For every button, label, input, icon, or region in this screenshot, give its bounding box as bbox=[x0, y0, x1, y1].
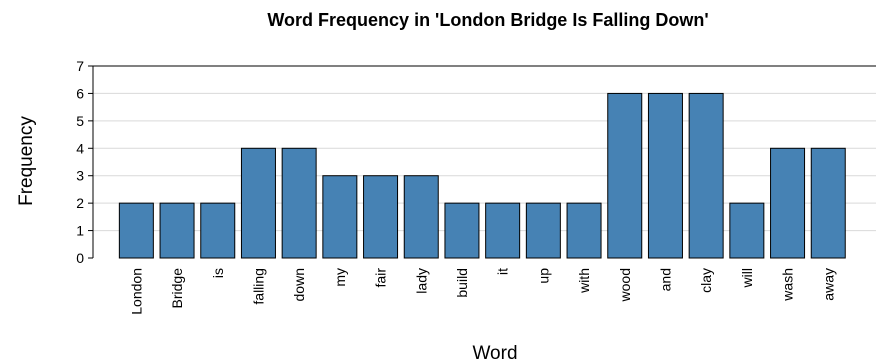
x-tick-label: wood bbox=[617, 268, 633, 302]
x-tick-label: down bbox=[291, 268, 307, 301]
x-tick-label: Bridge bbox=[169, 268, 185, 309]
x-tick-label: away bbox=[820, 268, 836, 301]
x-tick-label: and bbox=[657, 268, 673, 291]
axes bbox=[88, 65, 876, 259]
y-tick-label: 7 bbox=[76, 58, 84, 74]
x-tick-label: with bbox=[576, 268, 592, 294]
y-tick-label: 0 bbox=[76, 250, 84, 266]
chart-title: Word Frequency in 'London Bridge Is Fall… bbox=[267, 10, 708, 30]
x-tick-label: it bbox=[495, 268, 511, 275]
bar-away bbox=[810, 147, 846, 259]
y-tick-label: 3 bbox=[76, 168, 84, 184]
x-axis-title: Word bbox=[472, 343, 517, 364]
bar-lady bbox=[403, 175, 439, 259]
bars bbox=[118, 92, 846, 259]
y-tick-label: 1 bbox=[76, 223, 84, 239]
bar-down bbox=[281, 147, 317, 259]
bar-fair bbox=[363, 175, 399, 259]
x-tick-label: is bbox=[210, 268, 226, 278]
bar-wood bbox=[607, 92, 643, 259]
x-tick-label: London bbox=[128, 268, 144, 315]
y-tick-label: 5 bbox=[76, 113, 84, 129]
x-tick-label: fair bbox=[373, 268, 389, 288]
x-tick-label: clay bbox=[698, 268, 714, 293]
bar-bridge bbox=[159, 202, 195, 259]
bar-and bbox=[647, 92, 683, 259]
bar-falling bbox=[240, 147, 276, 259]
bar-with bbox=[566, 202, 602, 259]
y-tick-label: 4 bbox=[76, 140, 84, 156]
bar-wash bbox=[770, 147, 806, 259]
y-tick-labels: 0 1 2 3 4 5 6 7 bbox=[76, 58, 84, 266]
x-tick-label: wash bbox=[780, 268, 796, 302]
x-tick-label: build bbox=[454, 268, 470, 298]
bar-is bbox=[200, 202, 236, 259]
y-tick-label: 6 bbox=[76, 85, 84, 101]
bar-clay bbox=[688, 92, 724, 259]
x-tick-label: my bbox=[332, 268, 348, 287]
y-axis-title: Frequency bbox=[16, 116, 37, 206]
bar-my bbox=[322, 175, 358, 259]
bar-london bbox=[118, 202, 154, 259]
bar-it bbox=[485, 202, 521, 259]
bar-up bbox=[525, 202, 561, 259]
bar-will bbox=[729, 202, 765, 259]
y-tick-label: 2 bbox=[76, 195, 84, 211]
x-tick-label: lady bbox=[413, 268, 429, 294]
x-tick-label: falling bbox=[250, 268, 266, 305]
x-tick-label: will bbox=[739, 268, 755, 288]
bar-build bbox=[444, 202, 480, 259]
x-tick-labels: London Bridge is falling down my fair lady build… bbox=[128, 268, 836, 315]
x-tick-label: up bbox=[535, 268, 551, 284]
